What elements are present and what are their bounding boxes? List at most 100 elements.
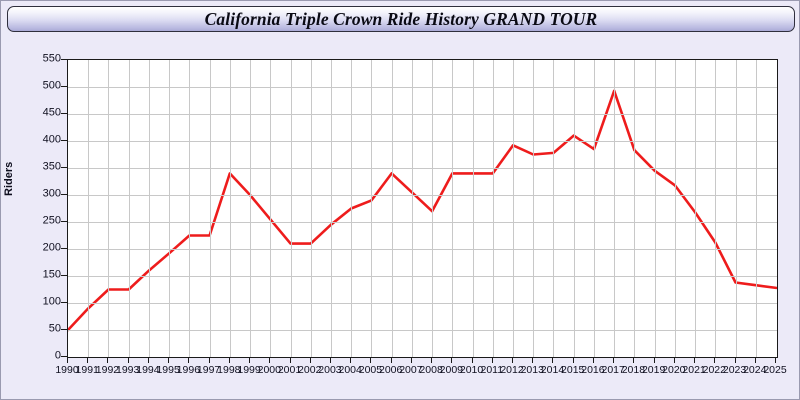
gridline-vertical [351,60,352,357]
y-tick-mark [61,167,67,168]
x-tick-label: 2023 [722,364,747,376]
gridline-vertical [473,60,474,357]
x-tick-mark [552,357,554,363]
x-tick-mark [714,357,716,363]
x-tick-mark [451,357,453,363]
x-tick-mark [329,357,331,363]
x-tick-mark [673,357,675,363]
gridline-vertical [553,60,554,357]
x-tick-mark [410,357,412,363]
y-tick-label: 150 [42,268,61,281]
y-tick-label: 550 [42,52,61,65]
x-tick-label: 2013 [520,364,544,376]
gridline-vertical [513,60,514,357]
x-tick-label: 2015 [561,364,585,376]
gridline-vertical [432,60,433,357]
gridline-vertical [149,60,150,357]
x-tick-label: 2014 [540,364,565,376]
gridline-vertical [493,60,494,357]
y-tick-mark [61,302,67,303]
x-tick-mark [592,357,594,363]
x-tick-label: 2004 [338,364,362,376]
y-tick-mark [61,113,67,114]
gridline-vertical [574,60,575,357]
x-tick-label: 2009 [439,364,464,376]
x-tick-label: 1993 [115,364,140,376]
x-tick-label: 2016 [581,364,605,376]
gridline-vertical [614,60,615,357]
chart-title-bar: California Triple Crown Ride History GRA… [7,6,795,32]
x-tick-label: 1997 [196,364,221,376]
gridline-vertical [412,60,413,357]
y-tick-mark [61,221,67,222]
gridline-vertical [129,60,130,357]
x-tick-label: 2005 [358,364,383,376]
x-tick-label: 1992 [95,364,120,376]
y-tick-mark [61,86,67,87]
gridline-vertical [210,60,211,357]
y-tick-mark [61,329,67,330]
gridline-vertical [452,60,453,357]
y-tick-label: 500 [42,79,61,92]
y-tick-label: 450 [42,106,61,119]
x-tick-label: 2017 [601,364,625,376]
y-tick-label: 50 [48,322,61,335]
gridline-horizontal [68,249,777,250]
gridline-vertical [331,60,332,357]
y-tick-label: 350 [42,160,61,173]
x-tick-mark [107,357,109,363]
x-tick-mark [249,357,251,363]
x-tick-mark [775,357,776,363]
x-tick-mark [390,357,392,363]
gridline-vertical [311,60,312,357]
gridline-vertical [108,60,109,357]
x-tick-mark [289,357,291,363]
x-tick-label: 2022 [702,364,726,376]
x-tick-label: 2006 [378,364,403,376]
gridline-vertical [169,60,170,357]
x-tick-label: 2002 [298,364,322,376]
x-tick-mark [633,357,635,363]
x-tick-mark [572,357,574,363]
gridline-horizontal [68,222,777,223]
x-tick-label: 2012 [500,364,524,376]
x-tick-label: 2000 [257,364,281,376]
gridline-vertical [594,60,595,357]
gridline-horizontal [68,195,777,196]
x-tick-label: 1991 [75,364,99,376]
x-tick-label: 2018 [621,364,646,376]
x-tick-label: 1990 [55,364,79,376]
x-tick-label: 2010 [459,364,484,376]
gridline-vertical [392,60,393,357]
gridline-vertical [230,60,231,357]
gridline-vertical [250,60,251,357]
y-tick-mark [61,248,67,249]
gridline-vertical [291,60,292,357]
gridline-horizontal [68,330,777,331]
plot-area [67,59,778,358]
x-tick-mark [734,357,736,363]
x-tick-mark [431,357,433,363]
x-tick-mark [127,357,129,363]
x-tick-label: 2007 [399,364,423,376]
x-tick-mark [754,357,756,363]
x-tick-mark [228,357,230,363]
gridline-vertical [189,60,190,357]
gridline-horizontal [68,276,777,277]
y-tick-label: 250 [42,214,61,227]
x-tick-mark [653,357,655,363]
gridline-vertical [634,60,635,357]
page-title: California Triple Crown Ride History GRA… [204,8,598,29]
y-tick-mark [61,275,67,276]
y-tick-label: 0 [54,349,61,362]
x-tick-label: 2001 [277,364,302,376]
x-tick-label: 2021 [682,364,706,376]
x-tick-mark [309,357,311,363]
x-tick-mark [147,357,149,363]
x-tick-mark [491,357,493,363]
chart-canvas: Riders 0 50 100 150 200 250 300 350 400 450 500 550… [1,34,799,399]
gridline-vertical [270,60,271,357]
x-tick-label: 2020 [662,364,686,376]
gridline-vertical [675,60,676,357]
x-tick-mark [87,357,89,363]
